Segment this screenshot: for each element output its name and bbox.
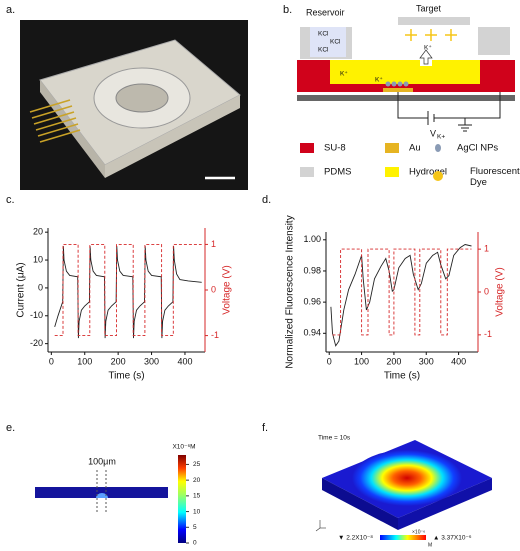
x-tick-label: 100 [354, 356, 369, 366]
x-tick-label: 200 [111, 356, 126, 366]
y-tick-label: 0.98 [303, 265, 321, 275]
legend-swatch [435, 144, 441, 152]
panel-label: d. [262, 194, 271, 206]
ion-label: K⁺ [340, 71, 348, 78]
x-axis-label: Time (s) [108, 371, 144, 382]
y2-axis-label: Voltage (V) [495, 267, 506, 316]
device-photo [20, 20, 248, 190]
legend-swatch [300, 167, 314, 177]
region-label: Reservoir [306, 7, 345, 17]
legend-label: PDMS [324, 167, 351, 178]
x-tick-label: 300 [419, 356, 434, 366]
y-tick-label: 0 [38, 282, 43, 292]
colorbar-unit: X10⁻⁶M [172, 444, 195, 451]
schematic [297, 17, 515, 132]
colorbar-tick-label: 10 [193, 508, 201, 515]
y-axis-label: Current (μA) [16, 262, 27, 317]
x-tick-label: 400 [451, 356, 466, 366]
panel-label: f. [262, 422, 268, 434]
x-axis-label: Time (s) [384, 371, 420, 382]
y2-tick-label: -1 [211, 330, 219, 340]
data-line [330, 244, 472, 347]
y2-tick-label: 0 [484, 286, 489, 296]
legend-label: Hydrogel [409, 167, 447, 178]
voltage-sub: K+ [437, 134, 445, 141]
y-axis-label: Normalized Fluorescence Intensity [285, 215, 296, 368]
legend-swatch [385, 143, 399, 153]
ion-label: K⁺ [375, 77, 383, 84]
min-label: ▼ 2.2X10⁻⁸ [338, 535, 373, 542]
y-tick-label: 10 [33, 254, 43, 264]
panel-label: e. [6, 422, 15, 434]
species-label: KCl [318, 47, 329, 54]
max-label: ▲ 3.37X10⁻⁶ [433, 535, 472, 542]
x-tick-label: 200 [386, 356, 401, 366]
ion-label: K⁺ [424, 45, 432, 52]
species-label: KCl [330, 39, 341, 46]
x-tick-label: 400 [177, 356, 192, 366]
colorbar-tick-label: 20 [193, 477, 201, 484]
legend-label: SU-8 [324, 143, 346, 154]
y-tick-label: 0.94 [303, 328, 321, 338]
legend-swatch [385, 167, 399, 177]
y2-axis-label: Voltage (V) [222, 265, 233, 314]
region-label: Target [416, 3, 442, 13]
time-label: Time = 10s [318, 435, 351, 442]
voltage-label: V [430, 128, 436, 138]
x-tick-label: 100 [77, 356, 92, 366]
y-tick-label: 20 [33, 227, 43, 237]
legend-swatch [300, 143, 314, 153]
panel-label: c. [6, 194, 15, 206]
colorbar-tick-label: 5 [193, 524, 197, 531]
data-line [54, 243, 202, 337]
colorbar-tick-label: 25 [193, 461, 201, 468]
colorbar-tick-label: 15 [193, 493, 201, 500]
y2-tick-label: 1 [211, 239, 216, 249]
y-tick-label: 0.96 [303, 297, 321, 307]
x-tick-label: 300 [144, 356, 159, 366]
legend-label: Fluorescent Dye [470, 166, 520, 188]
y2-tick-label: 1 [484, 244, 489, 254]
y-tick-label: -10 [30, 310, 43, 320]
y2-tick-label: 0 [211, 284, 216, 294]
panel-label: a. [6, 4, 15, 16]
simulation-2d [35, 455, 186, 543]
scale-label: 100μm [88, 456, 116, 466]
simulation-3d [315, 440, 492, 540]
y2-tick-label: -1 [484, 329, 492, 339]
data-line [54, 246, 202, 339]
data-line [332, 248, 472, 336]
x-tick-label: 0 [327, 356, 332, 366]
x-tick-label: 0 [49, 356, 54, 366]
y-tick-label: -20 [30, 338, 43, 348]
y-tick-label: 1.00 [303, 234, 321, 244]
colorbar-tick-label: 0 [193, 540, 197, 547]
legend-label: AgCl NPs [457, 143, 498, 154]
legend-label: Au [409, 143, 421, 154]
legend-swatch [433, 171, 443, 181]
species-label: KCl [318, 31, 329, 38]
unit-label: ×10⁻⁶ [412, 529, 425, 535]
unit-label: M [428, 542, 432, 548]
panel-label: b. [283, 4, 292, 16]
